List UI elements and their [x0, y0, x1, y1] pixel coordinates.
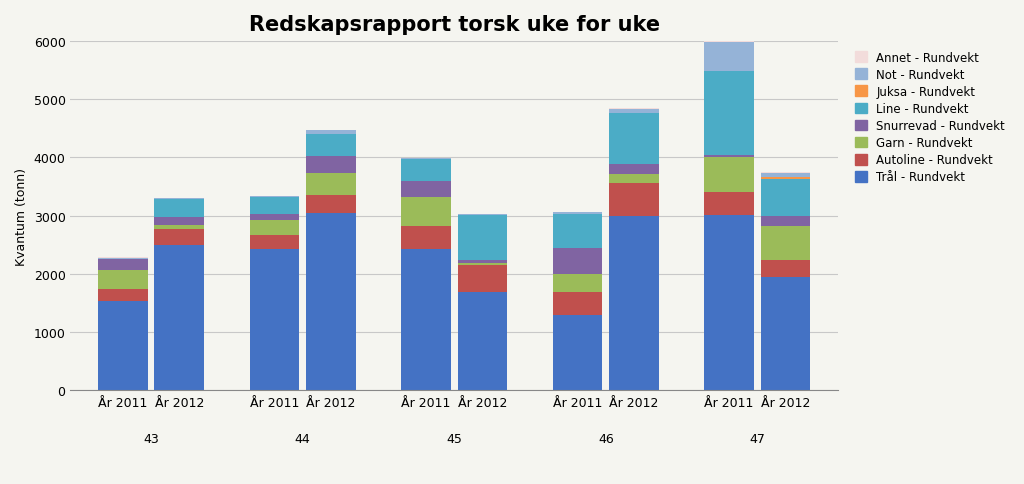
- Bar: [609, 216, 658, 390]
- Bar: [155, 218, 204, 226]
- Bar: [458, 261, 507, 264]
- Bar: [705, 72, 754, 155]
- Bar: [306, 135, 355, 157]
- Bar: [458, 214, 507, 215]
- Bar: [458, 215, 507, 261]
- Bar: [761, 260, 810, 277]
- Bar: [155, 200, 204, 218]
- Bar: [761, 178, 810, 180]
- Bar: [609, 175, 658, 183]
- Bar: [401, 159, 451, 160]
- Bar: [609, 183, 658, 216]
- Bar: [609, 109, 658, 113]
- Bar: [401, 197, 451, 227]
- Bar: [401, 182, 451, 197]
- Text: 46: 46: [598, 432, 613, 445]
- Bar: [250, 250, 299, 390]
- Bar: [705, 158, 754, 193]
- Bar: [609, 165, 658, 175]
- Bar: [155, 229, 204, 246]
- Bar: [306, 195, 355, 214]
- Bar: [458, 292, 507, 390]
- Bar: [553, 292, 602, 316]
- Bar: [553, 274, 602, 292]
- Bar: [155, 246, 204, 390]
- Legend: Annet - Rundvekt, Not - Rundvekt, Juksa - Rundvekt, Line - Rundvekt, Snurrevad -: Annet - Rundvekt, Not - Rundvekt, Juksa …: [852, 48, 1009, 188]
- Bar: [705, 215, 754, 390]
- Y-axis label: Kvantum (tonn): Kvantum (tonn): [15, 167, 28, 265]
- Bar: [401, 227, 451, 250]
- Bar: [705, 43, 754, 72]
- Bar: [761, 217, 810, 227]
- Bar: [306, 214, 355, 390]
- Text: 45: 45: [446, 432, 462, 445]
- Bar: [250, 235, 299, 250]
- Bar: [306, 131, 355, 135]
- Bar: [458, 266, 507, 292]
- Bar: [155, 226, 204, 229]
- Bar: [705, 42, 754, 43]
- Bar: [250, 221, 299, 235]
- Text: 47: 47: [750, 432, 765, 445]
- Bar: [306, 157, 355, 174]
- Bar: [98, 271, 147, 289]
- Bar: [553, 214, 602, 249]
- Bar: [98, 289, 147, 301]
- Bar: [761, 173, 810, 178]
- Bar: [401, 250, 451, 390]
- Text: 44: 44: [295, 432, 310, 445]
- Bar: [250, 197, 299, 214]
- Bar: [306, 174, 355, 195]
- Bar: [401, 160, 451, 182]
- Bar: [553, 316, 602, 390]
- Bar: [761, 180, 810, 217]
- Bar: [705, 155, 754, 158]
- Text: 43: 43: [143, 432, 159, 445]
- Title: Redskapsrapport torsk uke for uke: Redskapsrapport torsk uke for uke: [249, 15, 659, 35]
- Bar: [761, 227, 810, 260]
- Bar: [705, 193, 754, 215]
- Bar: [98, 301, 147, 390]
- Bar: [98, 259, 147, 271]
- Bar: [98, 258, 147, 259]
- Bar: [761, 277, 810, 390]
- Bar: [155, 199, 204, 200]
- Bar: [458, 264, 507, 266]
- Bar: [553, 249, 602, 274]
- Bar: [250, 214, 299, 221]
- Bar: [609, 113, 658, 165]
- Bar: [553, 212, 602, 214]
